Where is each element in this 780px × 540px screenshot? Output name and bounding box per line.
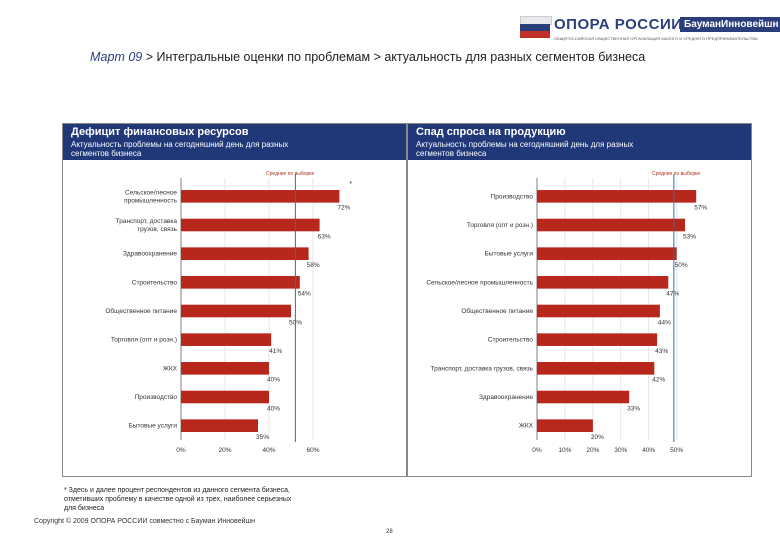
- left-chart-value-label: 40%: [267, 405, 280, 412]
- left-chart-category-label: Производство: [135, 394, 178, 401]
- left-bar-chart: 0% 20% 40% 60% 72% Сельское/лесноепромышленно…: [105, 174, 352, 454]
- left-chart-category-label: Строительство: [132, 279, 178, 286]
- left-chart-tick-label: 0%: [176, 447, 186, 454]
- right-subtitle-line2: сегментов бизнеса: [416, 149, 487, 158]
- right-chart-category-label: Бытовые услуги: [485, 251, 534, 258]
- page-number: 28: [386, 529, 393, 535]
- left-chart-category-label: Транспорт, доставка: [116, 218, 178, 225]
- right-chart-bar: [537, 218, 686, 232]
- right-chart-value-label: 20%: [591, 434, 604, 441]
- left-reference-label: Среднее по выборке: [266, 171, 315, 177]
- left-chart-tick-label: 20%: [218, 447, 231, 454]
- right-chart-value-label: 53%: [683, 233, 696, 240]
- right-chart-category-label: Транспорт, доставка грузов, связь: [431, 365, 534, 372]
- right-chart-value-label: 42%: [652, 377, 665, 384]
- right-chart-value-label: 44%: [658, 319, 671, 326]
- right-subtitle-line1: Актуальность проблемы на сегодняшний ден…: [416, 140, 634, 149]
- left-chart-tick-label: 60%: [306, 447, 319, 454]
- copyright: Copyright © 2009 ОПОРА РОССИИ совместно …: [34, 518, 255, 525]
- right-chart-bar: [537, 190, 697, 203]
- right-chart-bar: [537, 247, 677, 260]
- right-bar-chart: 0% 10% 20% 30% 40% 50% 57% Производство 53% Торго…: [426, 174, 707, 454]
- left-subtitle-line2: сегментов бизнеса: [71, 149, 142, 158]
- logo-bauman: БауманИнновейшн: [680, 17, 780, 32]
- left-chart-bar: [181, 390, 269, 404]
- left-chart-bar: [181, 419, 258, 432]
- left-chart-category-label: Здравоохранение: [123, 251, 177, 258]
- footnote-line3: для бизнеса: [64, 505, 105, 512]
- logo-subtitle: ОБЩЕРОССИЙСКАЯ ОБЩЕСТВЕННАЯ ОРГАНИЗАЦИЯ …: [554, 36, 758, 41]
- page-title-path: > Интегральные оценки по проблемам > акт…: [142, 50, 646, 64]
- left-chart-bar: [181, 190, 340, 203]
- right-chart-tick-label: 50%: [670, 447, 683, 454]
- right-chart-tick-label: 10%: [558, 447, 571, 454]
- left-chart-category-label: Торговля (опт и розн.): [111, 337, 177, 344]
- right-chart-category-label: Здравоохранение: [479, 394, 533, 401]
- right-chart-value-label: 33%: [627, 405, 640, 412]
- left-chart-bar: [181, 247, 309, 260]
- right-chart-bar: [537, 304, 660, 318]
- right-panel-subtitle: Актуальность проблемы на сегодняшний ден…: [416, 140, 743, 158]
- page-title-date: Март 09: [90, 50, 143, 64]
- left-chart-value-label: 35%: [256, 434, 269, 441]
- left-chart-bar: [181, 276, 300, 289]
- left-subtitle-line1: Актуальность проблемы на сегодняшний ден…: [71, 140, 289, 149]
- left-panel-title: Дефицит финансовых ресурсов: [71, 126, 249, 138]
- right-chart-bar: [537, 333, 658, 346]
- right-chart-value-label: 47%: [666, 291, 679, 298]
- right-chart-bar: [537, 390, 630, 404]
- left-chart-value-label: 63%: [318, 233, 331, 240]
- right-chart-bar: [537, 276, 669, 289]
- right-chart-category-label: ЖКХ: [519, 423, 534, 430]
- left-chart-value-label: 40%: [267, 377, 280, 384]
- left-chart-category-label: Бытовые услуги: [129, 423, 178, 430]
- right-chart-category-label: Сельское/лесное промышленность: [426, 279, 533, 286]
- left-chart-category-label: Общественное питание: [105, 307, 177, 315]
- right-chart-category-label: Торговля (опт и розн.): [467, 222, 533, 229]
- right-chart-panel: Спад спроса на продукцию Актуальность пр…: [407, 123, 752, 477]
- right-reference-label: Среднее по выборке: [652, 171, 701, 177]
- logo: ОПОРА РОССИИ БауманИнновейшн ОБЩЕРОССИЙС…: [520, 14, 780, 42]
- right-chart-tick-label: 0%: [532, 447, 542, 454]
- right-chart-tick-label: 20%: [586, 447, 599, 454]
- right-panel-title: Спад спроса на продукцию: [416, 126, 566, 138]
- footnote-line2: отметивших проблему в качестве одной из …: [64, 496, 292, 503]
- footnote-line1: * Здесь и далее процент респондентов из …: [64, 487, 291, 494]
- left-chart-value-label: 58%: [307, 262, 320, 269]
- left-chart-tick-label: 40%: [262, 447, 275, 454]
- right-chart-category-label: Строительство: [488, 337, 534, 344]
- left-chart-bar: [181, 362, 269, 375]
- right-chart-bar: [537, 419, 593, 432]
- right-chart-value-label: 50%: [675, 262, 688, 269]
- left-chart-category-label: Сельское/лесное: [125, 189, 177, 196]
- footnote: * Здесь и далее процент респондентов из …: [64, 486, 364, 513]
- left-chart-category-label: грузов, связь: [138, 226, 178, 233]
- page-title: Март 09 > Интегральные оценки по проблем…: [90, 50, 645, 64]
- left-chart-category-label: ЖКХ: [163, 365, 178, 372]
- right-chart-tick-label: 40%: [642, 447, 655, 454]
- right-panel-header: Спад спроса на продукцию Актуальность пр…: [408, 124, 751, 160]
- left-chart-value-label: 72%: [337, 205, 350, 212]
- flag-icon: [520, 16, 552, 38]
- left-chart-bar: [181, 304, 291, 318]
- left-panel-subtitle: Актуальность проблемы на сегодняшний ден…: [71, 140, 398, 158]
- left-chart-panel: Дефицит финансовых ресурсов Актуальность…: [62, 123, 407, 477]
- right-chart-value-label: 43%: [655, 348, 668, 355]
- right-chart-category-label: Общественное питание: [461, 307, 533, 315]
- right-chart-tick-label: 30%: [614, 447, 627, 454]
- left-chart-bar: [181, 333, 272, 346]
- right-chart-value-label: 57%: [694, 205, 707, 212]
- right-chart-category-label: Производство: [491, 193, 534, 200]
- left-chart-category-label: промышленность: [124, 197, 178, 204]
- left-chart-bar: [181, 218, 320, 232]
- logo-text: ОПОРА РОССИИ: [554, 16, 683, 33]
- left-chart-value-label: 41%: [269, 348, 282, 355]
- left-panel-header: Дефицит финансовых ресурсов Актуальность…: [63, 124, 406, 160]
- right-chart-bar: [537, 362, 655, 375]
- left-chart-star-marker: *: [349, 181, 352, 188]
- left-chart-value-label: 54%: [298, 291, 311, 298]
